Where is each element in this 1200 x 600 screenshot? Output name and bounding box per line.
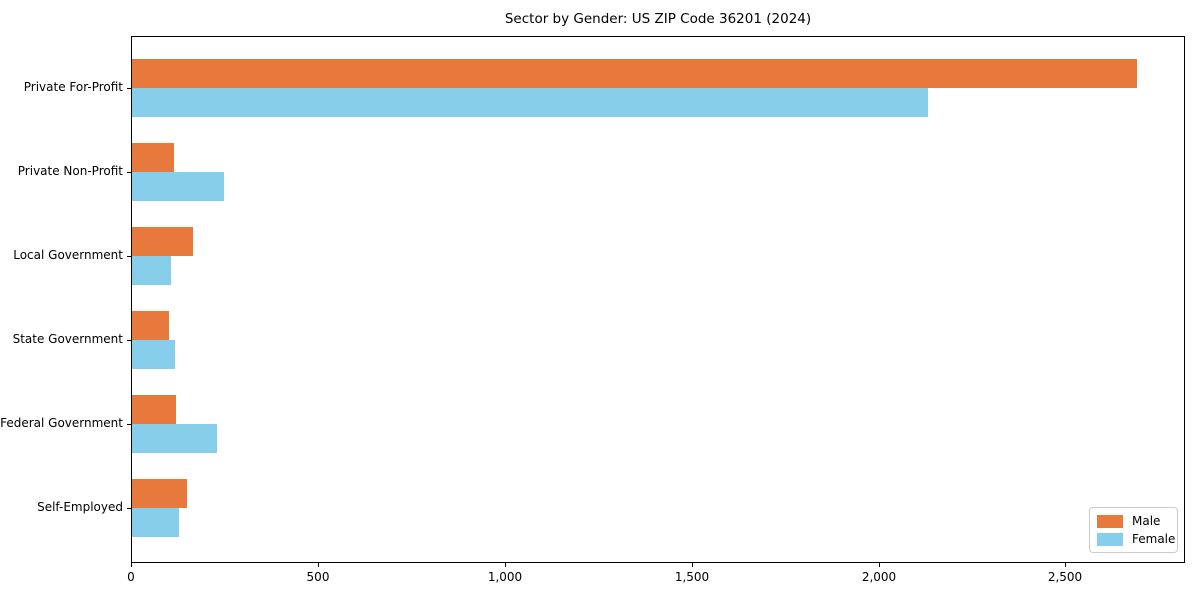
bar-female-5 xyxy=(132,508,179,537)
y-tick-mark xyxy=(127,88,131,89)
legend-entry-female: Female xyxy=(1097,532,1175,546)
bar-male-1 xyxy=(132,143,174,172)
x-tick-mark xyxy=(505,563,506,567)
bar-female-4 xyxy=(132,424,217,453)
legend: Male Female xyxy=(1089,507,1178,553)
y-tick-label: Private For-Profit xyxy=(23,80,123,94)
x-tick-label: 2,500 xyxy=(1047,570,1083,584)
y-tick-label: Private Non-Profit xyxy=(17,164,123,178)
y-tick-mark xyxy=(127,508,131,509)
bar-female-3 xyxy=(132,340,175,369)
bar-male-4 xyxy=(132,395,176,424)
x-tick-mark xyxy=(131,563,132,567)
bar-male-3 xyxy=(132,311,169,340)
y-tick-label: Self-Employed xyxy=(37,500,123,514)
x-tick-label: 2,000 xyxy=(861,570,897,584)
x-tick-label: 500 xyxy=(306,570,330,584)
bar-female-0 xyxy=(132,88,928,117)
y-tick-mark xyxy=(127,172,131,173)
y-tick-label: Local Government xyxy=(13,248,123,262)
y-tick-label: State Government xyxy=(12,332,123,346)
x-tick-label: 1,000 xyxy=(487,570,523,584)
legend-entry-male: Male xyxy=(1097,514,1170,528)
y-tick-mark xyxy=(127,256,131,257)
x-tick-mark xyxy=(1065,563,1066,567)
x-tick-label: 0 xyxy=(127,570,135,584)
bar-male-5 xyxy=(132,479,187,508)
bar-male-2 xyxy=(132,227,193,256)
x-tick-mark xyxy=(318,563,319,567)
female-series-swatch xyxy=(1097,532,1123,546)
y-tick-label: Federal Government xyxy=(0,416,123,430)
x-tick-mark xyxy=(692,563,693,567)
x-tick-mark xyxy=(879,563,880,567)
male-series-swatch xyxy=(1097,514,1123,528)
y-tick-mark xyxy=(127,424,131,425)
chart-title: Sector by Gender: US ZIP Code 36201 (202… xyxy=(504,11,812,27)
y-tick-mark xyxy=(127,340,131,341)
bar-male-0 xyxy=(132,59,1137,88)
legend-label-male: Male xyxy=(1132,514,1161,528)
x-tick-label: 1,500 xyxy=(674,570,710,584)
bar-female-2 xyxy=(132,256,171,285)
plot-frame xyxy=(131,36,1185,563)
legend-label-female: Female xyxy=(1132,532,1176,546)
bar-female-1 xyxy=(132,172,224,201)
